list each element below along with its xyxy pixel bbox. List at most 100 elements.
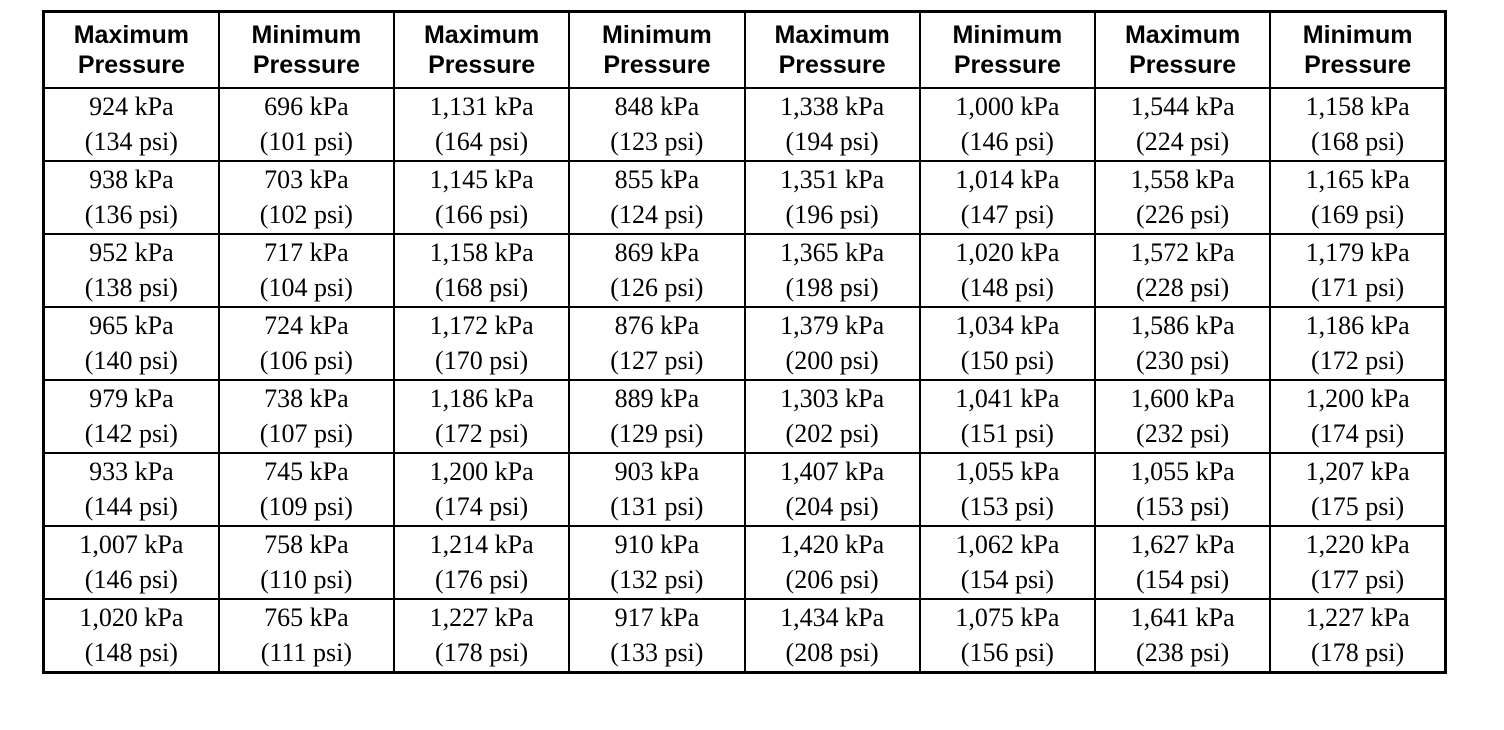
kpa-value: 1,351 kPa: [780, 165, 885, 195]
table-cell: 1,586 kPa (230 psi): [1093, 306, 1272, 381]
kpa-value: 869 kPa: [614, 238, 700, 268]
psi-value: (156 psi): [960, 637, 1054, 667]
kpa-value: 1,220 kPa: [1305, 530, 1410, 560]
table-row: 952 kPa (138 psi) 717 kPa (104 psi) 1,158 kP…: [42, 233, 1447, 308]
kpa-value: 1,007 kPa: [79, 530, 184, 560]
psi-value: (127 psi): [610, 345, 704, 375]
pressure-table: Maximum Pressure Minimum Pressure Maximum …: [42, 10, 1447, 674]
table-cell: 1,000 kPa (146 psi): [918, 87, 1097, 162]
table-cell: 1,627 kPa (154 psi): [1093, 525, 1272, 600]
table-cell: 1,158 kPa (168 psi): [1269, 87, 1447, 162]
kpa-value: 1,000 kPa: [955, 92, 1060, 122]
column-header: Maximum Pressure: [1093, 10, 1272, 89]
psi-value: (172 psi): [435, 418, 529, 448]
psi-value: (178 psi): [435, 637, 529, 667]
psi-value: (150 psi): [960, 345, 1054, 375]
table-body: 924 kPa (134 psi) 696 kPa (101 psi) 1,131 kP…: [42, 87, 1447, 674]
kpa-value: 703 kPa: [264, 165, 349, 195]
psi-value: (174 psi): [1311, 418, 1405, 448]
table-cell: 1,220 kPa (177 psi): [1269, 525, 1447, 600]
psi-value: (102 psi): [259, 199, 353, 229]
table-cell: 1,351 kPa (196 psi): [743, 160, 921, 235]
kpa-value: 917 kPa: [614, 603, 700, 633]
psi-value: (124 psi): [610, 199, 704, 229]
psi-value: (194 psi): [785, 126, 879, 156]
table-cell: 952 kPa (138 psi): [42, 233, 220, 308]
table-cell: 1,365 kPa (198 psi): [743, 233, 921, 308]
table-cell: 855 kPa (124 psi): [568, 160, 746, 235]
psi-value: (132 psi): [610, 564, 704, 594]
psi-value: (208 psi): [785, 637, 879, 667]
kpa-value: 1,014 kPa: [955, 165, 1060, 195]
kpa-value: 965 kPa: [89, 311, 174, 341]
psi-value: (107 psi): [259, 418, 353, 448]
psi-value: (238 psi): [1136, 637, 1230, 667]
kpa-value: 848 kPa: [614, 92, 700, 122]
table-cell: 1,014 kPa (147 psi): [918, 160, 1097, 235]
column-header: Minimum Pressure: [217, 10, 396, 89]
kpa-value: 1,172 kPa: [429, 311, 534, 341]
table-cell: 1,558 kPa (226 psi): [1093, 160, 1272, 235]
table-cell: 889 kPa (129 psi): [568, 379, 746, 454]
kpa-value: 889 kPa: [614, 384, 700, 414]
psi-value: (168 psi): [435, 272, 529, 302]
table-row: 1,020 kPa (148 psi) 765 kPa (111 psi) 1,227 …: [42, 598, 1447, 674]
kpa-value: 1,200 kPa: [1305, 384, 1410, 414]
kpa-value: 765 kPa: [264, 603, 349, 633]
table-cell: 1,131 kPa (164 psi): [392, 87, 571, 162]
kpa-value: 1,641 kPa: [1130, 603, 1235, 633]
kpa-value: 855 kPa: [614, 165, 700, 195]
psi-value: (104 psi): [259, 272, 353, 302]
psi-value: (131 psi): [610, 491, 704, 521]
kpa-value: 1,179 kPa: [1305, 238, 1410, 268]
psi-value: (111 psi): [260, 637, 352, 667]
table-cell: 1,338 kPa (194 psi): [743, 87, 921, 162]
kpa-value: 1,407 kPa: [780, 457, 885, 487]
psi-value: (147 psi): [960, 199, 1054, 229]
column-header: Maximum Pressure: [392, 10, 571, 89]
kpa-value: 924 kPa: [89, 92, 174, 122]
table-cell: 1,145 kPa (166 psi): [392, 160, 571, 235]
table-cell: 933 kPa (144 psi): [42, 452, 220, 527]
table-cell: 1,227 kPa (178 psi): [392, 598, 571, 674]
psi-value: (144 psi): [84, 491, 178, 521]
kpa-value: 1,055 kPa: [955, 457, 1060, 487]
kpa-value: 979 kPa: [89, 384, 174, 414]
psi-value: (106 psi): [259, 345, 353, 375]
table-row: 965 kPa (140 psi) 724 kPa (106 psi) 1,172 kP…: [42, 306, 1447, 381]
table-cell: 848 kPa (123 psi): [568, 87, 746, 162]
table-cell: 924 kPa (134 psi): [42, 87, 220, 162]
psi-value: (154 psi): [1136, 564, 1230, 594]
table-cell: 1,179 kPa (171 psi): [1269, 233, 1447, 308]
psi-value: (146 psi): [84, 564, 178, 594]
column-header: Maximum Pressure: [42, 10, 220, 89]
table-cell: 1,407 kPa (204 psi): [743, 452, 921, 527]
kpa-value: 717 kPa: [264, 238, 349, 268]
psi-value: (232 psi): [1136, 418, 1230, 448]
psi-value: (164 psi): [435, 126, 529, 156]
table-cell: 724 kPa (106 psi): [217, 306, 396, 381]
psi-value: (169 psi): [1311, 199, 1405, 229]
kpa-value: 738 kPa: [264, 384, 349, 414]
kpa-value: 1,075 kPa: [955, 603, 1060, 633]
table-cell: 869 kPa (126 psi): [568, 233, 746, 308]
kpa-value: 758 kPa: [264, 530, 349, 560]
psi-value: (140 psi): [84, 345, 178, 375]
psi-value: (136 psi): [84, 199, 178, 229]
psi-value: (204 psi): [785, 491, 879, 521]
table-cell: 1,165 kPa (169 psi): [1269, 160, 1447, 235]
kpa-value: 1,020 kPa: [955, 238, 1060, 268]
kpa-value: 724 kPa: [264, 311, 349, 341]
table-cell: 1,186 kPa (172 psi): [392, 379, 571, 454]
psi-value: (202 psi): [785, 418, 879, 448]
kpa-value: 910 kPa: [614, 530, 700, 560]
table-row: 938 kPa (136 psi) 703 kPa (102 psi) 1,145 kP…: [42, 160, 1447, 235]
kpa-value: 745 kPa: [264, 457, 349, 487]
kpa-value: 1,558 kPa: [1130, 165, 1235, 195]
psi-value: (200 psi): [785, 345, 879, 375]
table-header: Maximum Pressure Minimum Pressure Maximum …: [42, 10, 1447, 89]
psi-value: (174 psi): [435, 491, 529, 521]
table-cell: 965 kPa (140 psi): [42, 306, 220, 381]
psi-value: (170 psi): [435, 345, 529, 375]
kpa-value: 1,186 kPa: [1305, 311, 1410, 341]
